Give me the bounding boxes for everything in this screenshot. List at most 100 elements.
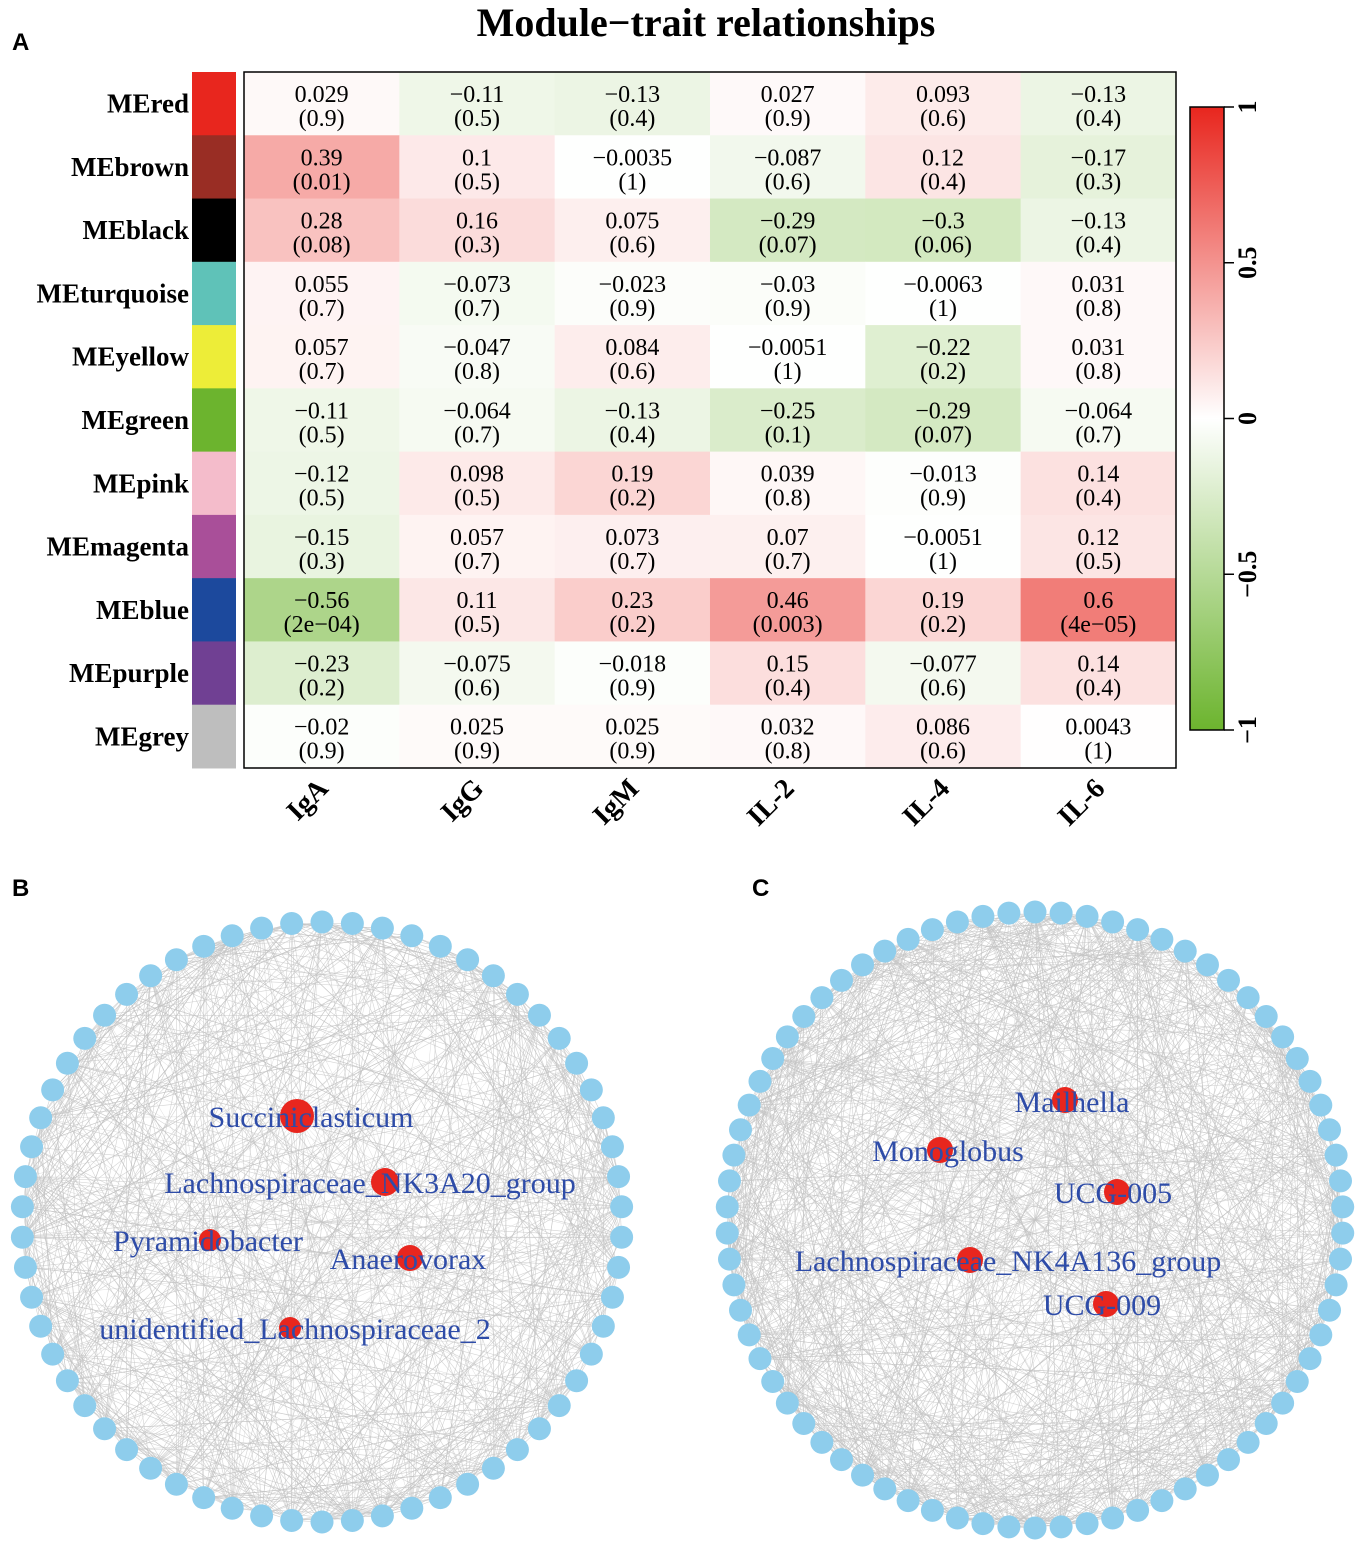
network-node (220, 924, 244, 948)
network-edge (352, 1176, 619, 1521)
network-node (1195, 953, 1219, 977)
cell-correlation: −0.02 (294, 715, 350, 741)
network-node (715, 1195, 739, 1219)
hub-edge (969, 1206, 1343, 1261)
cell-correlation: 0.14 (1077, 462, 1119, 488)
cell-pvalue: (0.9) (765, 296, 811, 322)
hub-edge (1105, 1303, 1311, 1359)
hub-edge (1116, 1191, 1283, 1404)
network-edge (759, 964, 863, 1359)
hub-label: Monoglobus (872, 1135, 1024, 1168)
network-edge (231, 935, 262, 1516)
cell-pvalue: (0.4) (1075, 486, 1121, 512)
network-node (93, 1417, 117, 1441)
heatmap-cell (399, 325, 556, 389)
hub-edge (203, 946, 386, 1183)
network-node (115, 982, 139, 1006)
cell-correlation: −0.29 (915, 398, 971, 424)
hub-edge (296, 946, 441, 1117)
network-edge (40, 975, 494, 1119)
module-color-MEblue (192, 578, 236, 642)
hub-edge (729, 1149, 941, 1260)
hub-edge (150, 975, 291, 1329)
hub-edge (729, 1191, 1118, 1260)
cell-correlation: −0.047 (443, 335, 511, 361)
hub-edge (1064, 950, 1186, 1101)
heatmap-cell (399, 135, 556, 200)
network-edge (884, 950, 1311, 1359)
network-edge (31, 1296, 441, 1498)
network-edge (1008, 1334, 1321, 1528)
network-edge (1086, 916, 1311, 1082)
cell-correlation: −0.03 (760, 272, 816, 298)
hub-edge (1105, 929, 1138, 1305)
cell-pvalue: (0.6) (920, 106, 966, 132)
network-edge (1034, 911, 1283, 1038)
network-node (1236, 1430, 1260, 1454)
network-edge (467, 959, 560, 1406)
heatmap-cell (865, 451, 1022, 516)
network-edge (1034, 911, 1341, 1260)
hub-edge (884, 950, 1107, 1305)
hub-edge (907, 1303, 1107, 1501)
network-node (607, 1165, 631, 1189)
network-edge (104, 1015, 233, 1509)
hub-label: UCG-009 (1043, 1289, 1161, 1322)
hub-edge (1116, 980, 1229, 1193)
cell-correlation: −0.077 (909, 651, 977, 677)
hub-edge (150, 975, 386, 1183)
hub-edge (104, 1015, 411, 1259)
hub-edge (939, 1104, 1321, 1151)
hub-edge (841, 980, 1066, 1101)
module-label: MEmagenta (47, 532, 190, 562)
hub-edge (1034, 911, 1066, 1101)
network-edge (176, 935, 233, 1485)
cell-pvalue: (0.07) (914, 422, 972, 448)
hub-edge (52, 1257, 411, 1355)
network-edge (440, 946, 619, 1177)
module-label: MEblack (82, 215, 189, 245)
hub-edge (727, 1206, 971, 1261)
network-edge (932, 1284, 1337, 1511)
network-edge (759, 916, 1088, 1082)
heatmap-cell (399, 704, 556, 769)
network-node (1324, 1273, 1348, 1297)
network-node (851, 1463, 875, 1487)
cell-correlation: 0.031 (1071, 272, 1125, 298)
network-node (1049, 901, 1073, 925)
network-edge (841, 929, 933, 1460)
hub-edge (209, 928, 262, 1241)
heatmap-cell (1020, 325, 1177, 389)
network-edge (84, 1038, 151, 1469)
cell-correlation: 0.075 (605, 209, 659, 235)
hub-edge (352, 1181, 386, 1521)
colorbar-gradient (1189, 106, 1225, 731)
network-edge (957, 921, 1341, 1182)
network-edge (821, 950, 885, 998)
hub-node (280, 1099, 314, 1133)
network-node (1271, 1025, 1295, 1049)
network-node (1317, 1298, 1341, 1322)
network-edge (31, 1296, 560, 1406)
hub-edge (1064, 1058, 1298, 1101)
heatmap-cell (554, 198, 711, 263)
hub-edge (787, 1191, 1118, 1404)
hub-edge (1060, 1303, 1107, 1527)
hub-edge (1060, 1191, 1118, 1527)
network-edge (982, 916, 1330, 1311)
network-edge (231, 935, 383, 1516)
network-edge (729, 1016, 805, 1260)
network-edge (1161, 980, 1229, 1501)
cell-correlation: 0.039 (761, 462, 815, 488)
network-node (1023, 1516, 1047, 1540)
network-node (1173, 1477, 1197, 1501)
module-label: MEbrown (71, 152, 189, 182)
network-node (722, 1273, 746, 1297)
network-edge (126, 994, 560, 1406)
heatmap-cell (1020, 641, 1177, 706)
cell-correlation: −0.11 (294, 398, 349, 424)
heatmap-cell (1020, 261, 1177, 326)
network-edge (1320, 1105, 1341, 1181)
network-edge (772, 1058, 1343, 1208)
network-edge (787, 1402, 1208, 1476)
